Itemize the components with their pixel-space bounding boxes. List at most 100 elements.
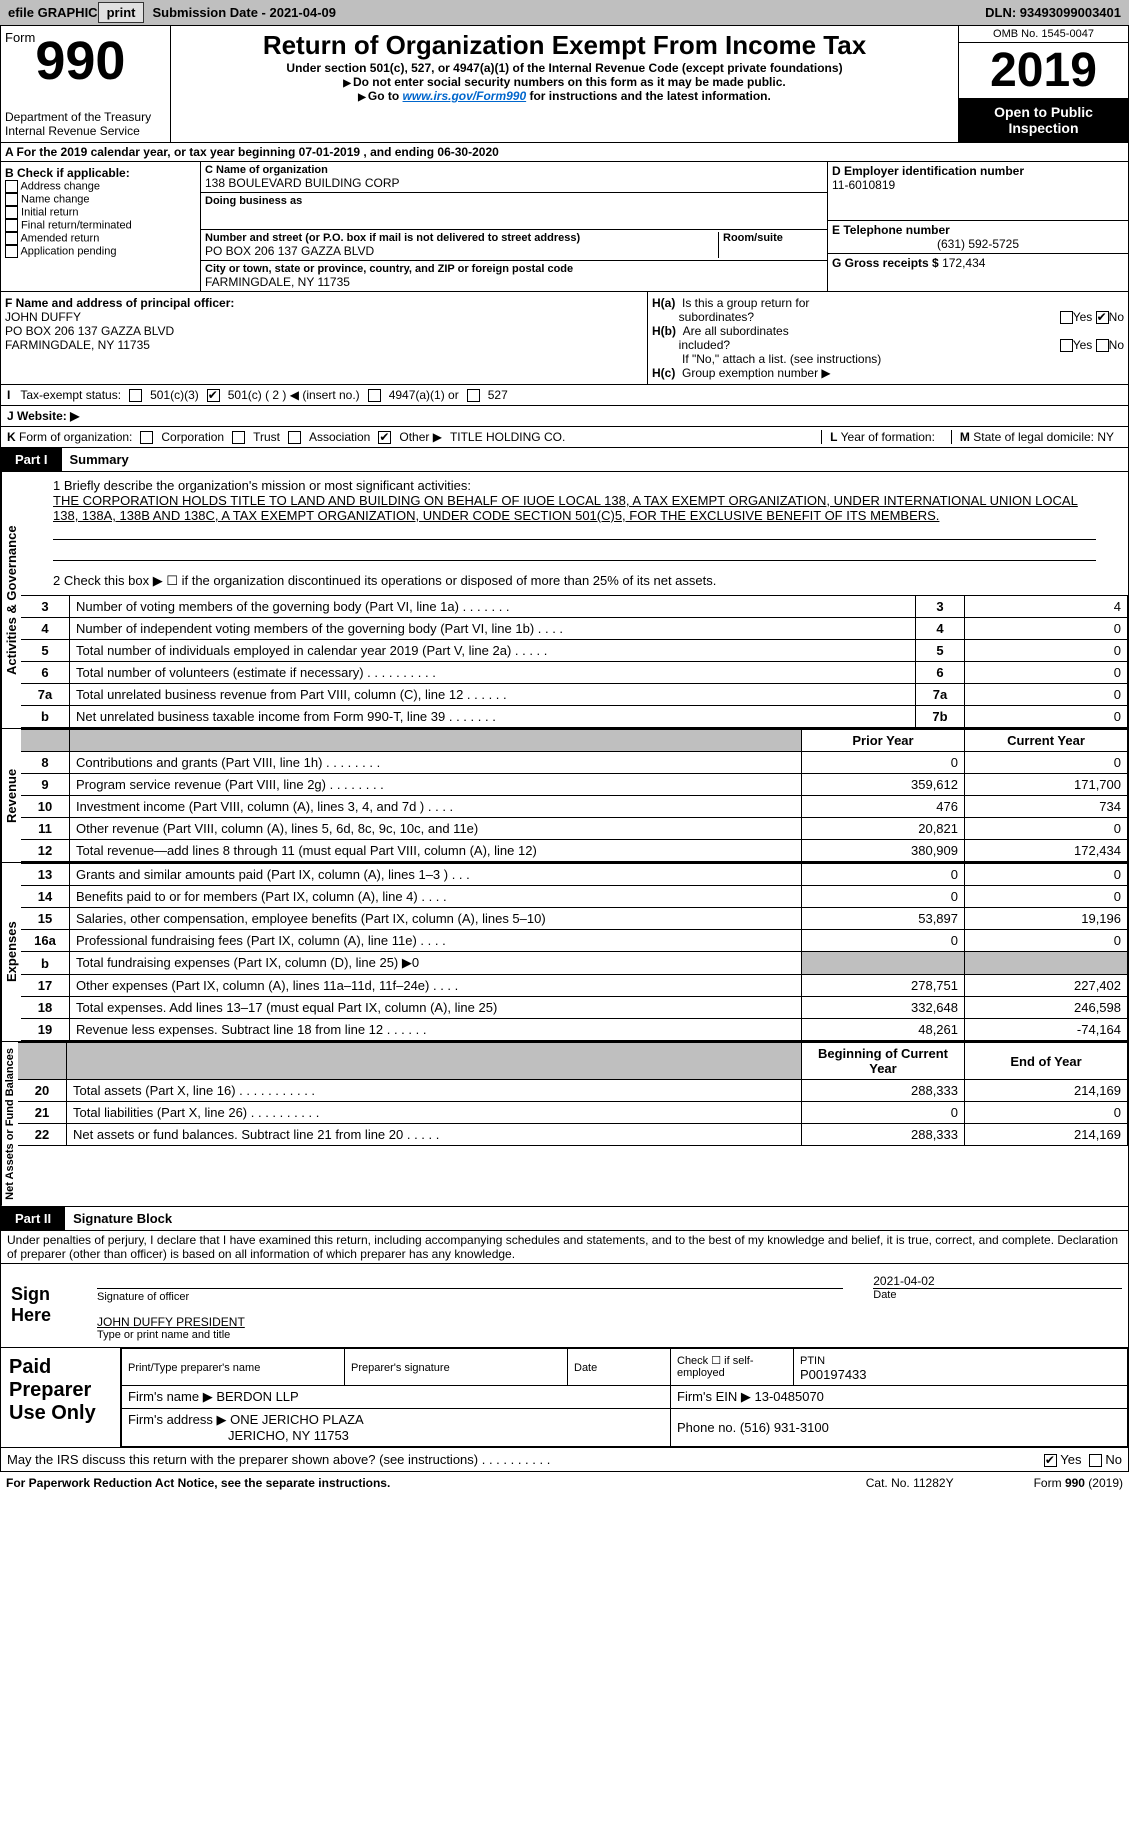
expenses-section: Expenses 13Grants and similar amounts pa… bbox=[0, 863, 1129, 1042]
section-b-checkbox[interactable] bbox=[5, 206, 18, 219]
opt-501c3: 501(c)(3) bbox=[150, 388, 199, 402]
officer-group-block: F Name and address of principal officer:… bbox=[0, 292, 1129, 385]
ein-value: 11-6010819 bbox=[832, 178, 1124, 192]
table-row: 16aProfessional fundraising fees (Part I… bbox=[21, 930, 1128, 952]
ein-label: D Employer identification number bbox=[832, 164, 1124, 178]
firm-phone-label: Phone no. bbox=[677, 1420, 736, 1435]
dept-treasury: Department of the Treasury bbox=[5, 110, 166, 124]
discuss-no-checkbox[interactable] bbox=[1089, 1454, 1102, 1467]
discuss-yes-checkbox[interactable] bbox=[1044, 1454, 1057, 1467]
firm-addr-label: Firm's address ▶ bbox=[128, 1412, 226, 1427]
table-row: 14Benefits paid to or for members (Part … bbox=[21, 886, 1128, 908]
top-bar: efile GRAPHIC print Submission Date - 20… bbox=[0, 0, 1129, 25]
opt-corp: Corporation bbox=[161, 430, 224, 444]
table-row: 10Investment income (Part VIII, column (… bbox=[21, 796, 1128, 818]
self-employed-check[interactable]: Check ☐ if self-employed bbox=[671, 1348, 794, 1385]
table-row: 20Total assets (Part X, line 16) . . . .… bbox=[18, 1080, 1128, 1102]
trust-checkbox[interactable] bbox=[232, 431, 245, 444]
address-value: PO BOX 206 137 GAZZA BLVD bbox=[205, 244, 714, 258]
501c3-checkbox[interactable] bbox=[129, 389, 142, 402]
section-b-header: B Check if applicable: bbox=[5, 166, 196, 180]
dba-label: Doing business as bbox=[205, 195, 823, 207]
officer-name-title: JOHN DUFFY PRESIDENT bbox=[97, 1315, 1122, 1329]
form-number: 990 bbox=[35, 31, 125, 91]
corp-checkbox[interactable] bbox=[140, 431, 153, 444]
period-end: 06-30-2020 bbox=[437, 145, 498, 159]
note-ssn: Do not enter social security numbers on … bbox=[353, 75, 786, 89]
paid-preparer-label: Paid Preparer Use Only bbox=[1, 1348, 121, 1447]
mission-text: THE CORPORATION HOLDS TITLE TO LAND AND … bbox=[53, 493, 1096, 523]
tax-year: 2019 bbox=[959, 43, 1128, 98]
hb-yes: Yes bbox=[1073, 338, 1093, 352]
ha-no-checkbox[interactable] bbox=[1096, 311, 1109, 324]
ag-table: 3Number of voting members of the governi… bbox=[21, 595, 1128, 728]
4947-checkbox[interactable] bbox=[368, 389, 381, 402]
footer-left: For Paperwork Reduction Act Notice, see … bbox=[6, 1476, 390, 1490]
ha-yes-checkbox[interactable] bbox=[1060, 311, 1073, 324]
hb-yes-checkbox[interactable] bbox=[1060, 339, 1073, 352]
section-b-item: Address change bbox=[5, 180, 196, 193]
print-button[interactable]: print bbox=[98, 2, 145, 23]
table-row: 15Salaries, other compensation, employee… bbox=[21, 908, 1128, 930]
note-goto-pre: Go to bbox=[368, 89, 403, 103]
vert-revenue: Revenue bbox=[1, 729, 21, 862]
footer: For Paperwork Reduction Act Notice, see … bbox=[0, 1472, 1129, 1494]
assoc-checkbox[interactable] bbox=[288, 431, 301, 444]
net-assets-table: Beginning of Current YearEnd of Year20To… bbox=[18, 1042, 1128, 1146]
firm-name-label: Firm's name ▶ bbox=[128, 1389, 213, 1404]
period-row: A For the 2019 calendar year, or tax yea… bbox=[0, 143, 1129, 162]
form-label: Form bbox=[5, 30, 35, 45]
501c-checkbox[interactable] bbox=[207, 389, 220, 402]
section-b-item: Name change bbox=[5, 193, 196, 206]
vert-activities-governance: Activities & Governance bbox=[1, 472, 21, 728]
q1-label: 1 Briefly describe the organization's mi… bbox=[53, 478, 1096, 493]
opt-4947: 4947(a)(1) or bbox=[389, 388, 459, 402]
city-label: City or town, state or province, country… bbox=[205, 263, 823, 275]
opt-assoc: Association bbox=[309, 430, 370, 444]
table-row: 11Other revenue (Part VIII, column (A), … bbox=[21, 818, 1128, 840]
firm-phone: (516) 931-3100 bbox=[740, 1420, 829, 1435]
section-b-item: Final return/terminated bbox=[5, 219, 196, 232]
hb-no: No bbox=[1109, 338, 1124, 352]
527-checkbox[interactable] bbox=[467, 389, 480, 402]
table-row: 3Number of voting members of the governi… bbox=[21, 596, 1128, 618]
section-b-checkbox[interactable] bbox=[5, 180, 18, 193]
open-to-public: Open to Public Inspection bbox=[959, 98, 1128, 142]
part1-title: Summary bbox=[62, 448, 137, 471]
sign-here-section: Sign Here Signature of officer 2021-04-0… bbox=[0, 1264, 1129, 1348]
part1-label: Part I bbox=[1, 448, 62, 471]
table-row: 19Revenue less expenses. Subtract line 1… bbox=[21, 1019, 1128, 1041]
vert-expenses: Expenses bbox=[1, 863, 21, 1041]
tax-exempt-row: I Tax-exempt status: 501(c)(3) 501(c) ( … bbox=[0, 385, 1129, 406]
firm-ein-label: Firm's EIN ▶ bbox=[677, 1389, 751, 1404]
prep-date-label: Date bbox=[574, 1362, 597, 1374]
table-row: 21Total liabilities (Part X, line 26) . … bbox=[18, 1102, 1128, 1124]
paid-preparer-section: Paid Preparer Use Only Print/Type prepar… bbox=[0, 1348, 1129, 1448]
sig-officer-label: Signature of officer bbox=[97, 1291, 843, 1303]
sign-here-label: Sign Here bbox=[1, 1264, 91, 1347]
declaration-text: Under penalties of perjury, I declare th… bbox=[0, 1231, 1129, 1264]
q2-text: 2 Check this box ▶ ☐ if the organization… bbox=[53, 573, 1096, 589]
revenue-section: Revenue Prior YearCurrent Year8Contribut… bbox=[0, 729, 1129, 863]
table-header-row: Beginning of Current YearEnd of Year bbox=[18, 1043, 1128, 1080]
other-checkbox[interactable] bbox=[378, 431, 391, 444]
officer-name: JOHN DUFFY bbox=[5, 310, 643, 324]
table-row: 12Total revenue—add lines 8 through 11 (… bbox=[21, 840, 1128, 862]
address-label: Number and street (or P.O. box if mail i… bbox=[205, 232, 714, 244]
firm-addr1: ONE JERICHO PLAZA bbox=[230, 1412, 364, 1427]
section-b-checkbox[interactable] bbox=[5, 245, 18, 258]
name-label: C Name of organization bbox=[205, 164, 823, 176]
table-row: bNet unrelated business taxable income f… bbox=[21, 706, 1128, 728]
section-b-checkbox[interactable] bbox=[5, 193, 18, 206]
city-value: FARMINGDALE, NY 11735 bbox=[205, 275, 823, 289]
ptin-value: P00197433 bbox=[800, 1367, 867, 1382]
officer-addr1: PO BOX 206 137 GAZZA BLVD bbox=[5, 324, 643, 338]
section-b-checkbox[interactable] bbox=[5, 232, 18, 245]
section-b-checkbox[interactable] bbox=[5, 219, 18, 232]
instructions-link[interactable]: www.irs.gov/Form990 bbox=[403, 89, 527, 103]
hb-no-checkbox[interactable] bbox=[1096, 339, 1109, 352]
officer-addr2: FARMINGDALE, NY 11735 bbox=[5, 338, 643, 352]
website-label: J Website: ▶ bbox=[7, 409, 79, 423]
table-row: 8Contributions and grants (Part VIII, li… bbox=[21, 752, 1128, 774]
opt-trust: Trust bbox=[253, 430, 280, 444]
